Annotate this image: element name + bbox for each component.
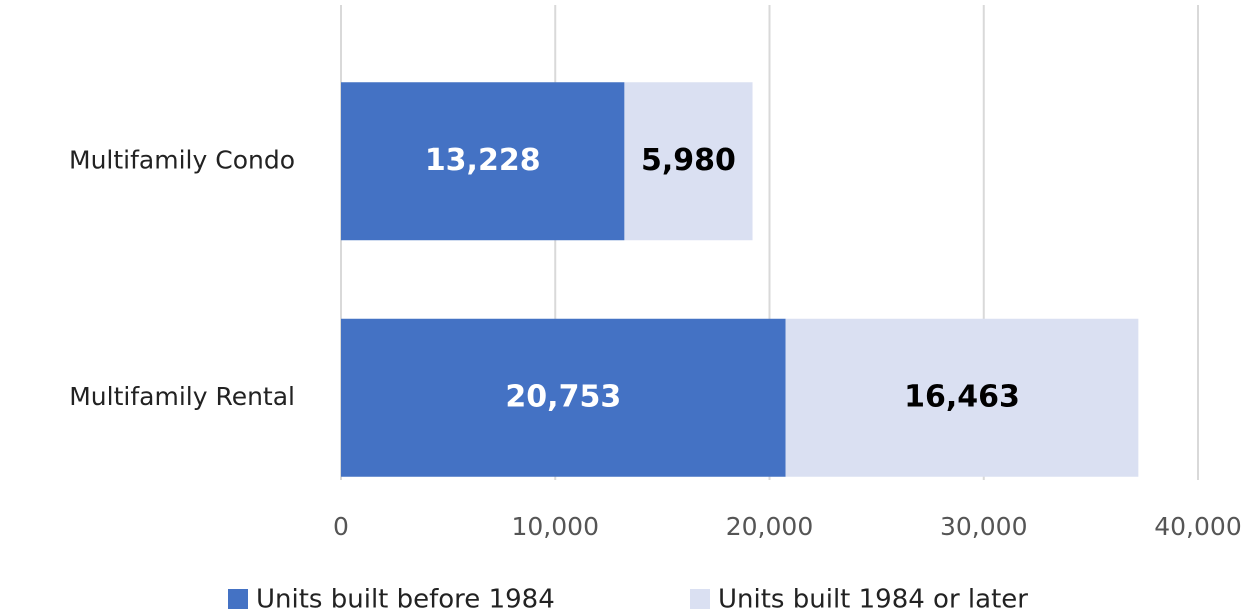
bar-segment [785, 318, 1139, 477]
legend-label: Units built before 1984 [256, 585, 555, 615]
x-tick-label: 20,000 [726, 512, 813, 541]
legend-swatch [228, 589, 248, 609]
value-label: 20,753 [505, 379, 621, 414]
legend-label: Units built 1984 or later [718, 585, 1028, 615]
legend-swatch [690, 589, 710, 609]
value-label: 13,228 [425, 143, 541, 178]
x-tick-label: 40,000 [1154, 512, 1241, 541]
bar-segment [624, 82, 753, 241]
category-label: Multifamily Rental [69, 382, 295, 411]
value-label: 5,980 [641, 143, 736, 178]
bar-segment [341, 318, 786, 477]
x-tick-label: 10,000 [512, 512, 599, 541]
bar-segment [341, 82, 625, 241]
x-tick-label: 0 [333, 512, 349, 541]
value-label: 16,463 [904, 379, 1020, 414]
category-label: Multifamily Condo [69, 145, 295, 174]
x-tick-label: 30,000 [940, 512, 1027, 541]
